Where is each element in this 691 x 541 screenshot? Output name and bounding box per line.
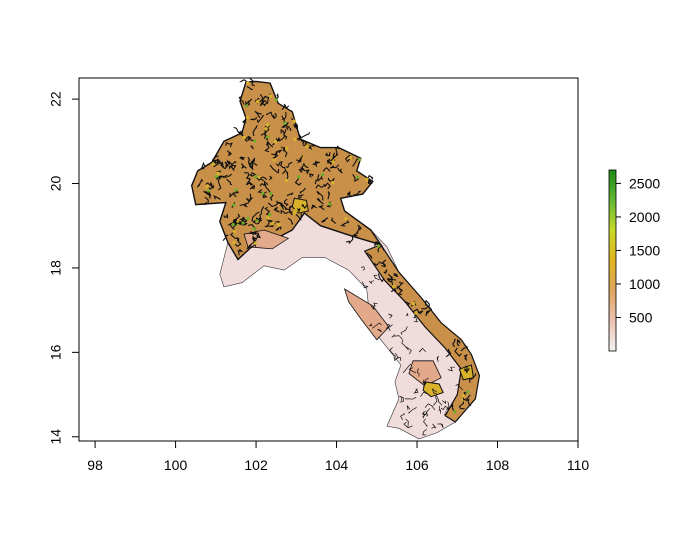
x-axis: 98 100 102 104 106 108 110 (87, 440, 590, 473)
x-tick-label: 108 (486, 457, 510, 473)
x-tick-label: 104 (325, 457, 349, 473)
legend-tick-label: 2500 (629, 175, 660, 191)
map-layer (190, 77, 481, 440)
color-legend: 500 1000 1500 2000 2500 (608, 169, 660, 352)
x-tick-label: 110 (567, 457, 590, 473)
legend-tick-label: 1500 (629, 242, 660, 258)
y-tick-label: 18 (48, 260, 64, 276)
y-tick-label: 22 (48, 91, 64, 107)
x-tick-label: 98 (87, 457, 103, 473)
x-tick-label: 100 (164, 457, 188, 473)
legend-tick-label: 500 (629, 309, 653, 325)
foothill-zone (343, 288, 390, 341)
y-tick-label: 20 (48, 176, 64, 192)
y-tick-label: 16 (48, 344, 64, 360)
foothill-zone (408, 360, 442, 387)
legend-tick-label: 1000 (629, 276, 660, 292)
contour-texture (196, 77, 477, 436)
legend-color-bar (608, 169, 617, 352)
y-tick-label: 14 (48, 429, 64, 445)
x-tick-label: 102 (244, 457, 268, 473)
legend-tick-label: 2000 (629, 209, 660, 225)
y-axis: 14 16 18 20 22 (48, 91, 80, 445)
x-tick-label: 106 (405, 457, 429, 473)
